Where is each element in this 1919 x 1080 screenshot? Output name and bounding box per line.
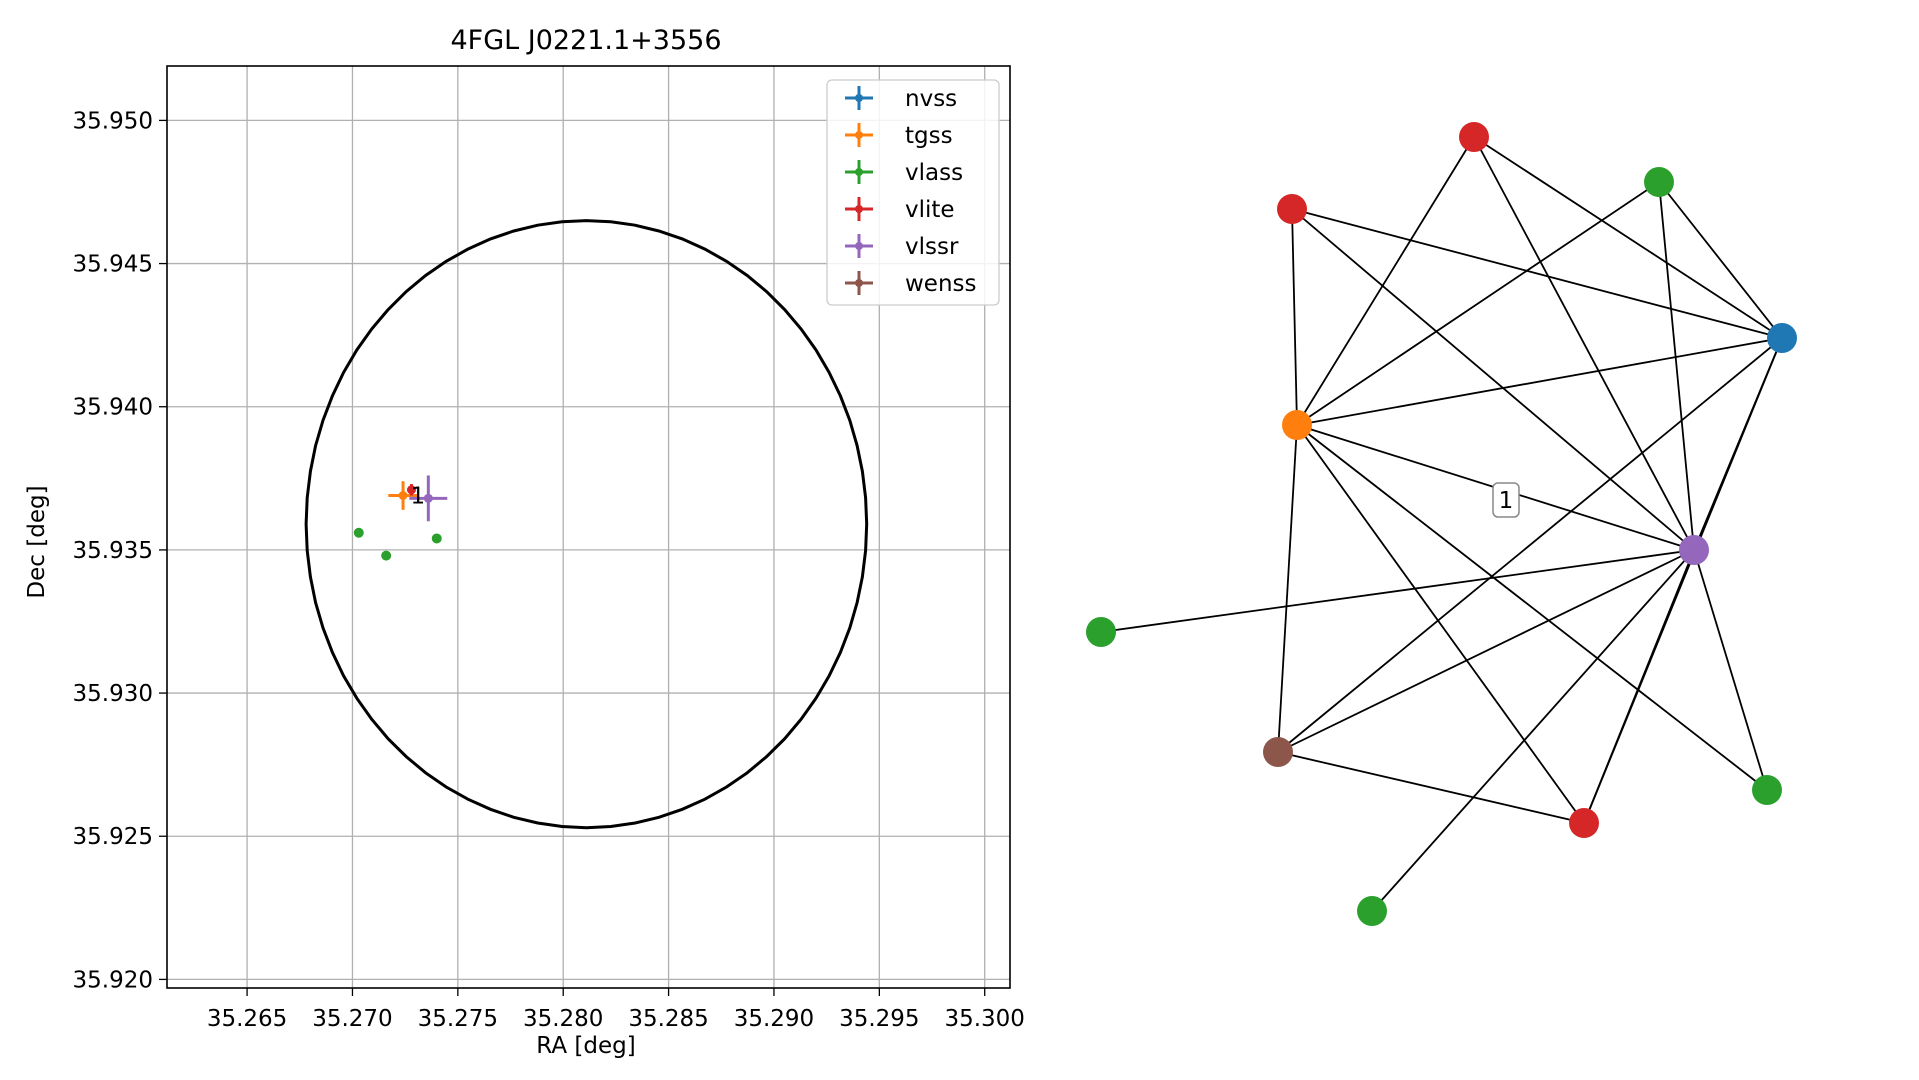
- network-edge: [1473, 136, 1695, 551]
- x-axis-label: RA [deg]: [536, 1033, 635, 1059]
- network-node: [1357, 896, 1387, 926]
- axes-frame: [166, 65, 1011, 989]
- vlass-point: [431, 533, 442, 544]
- network-node: [1569, 808, 1599, 838]
- network-panel: 1: [1086, 122, 1797, 926]
- network-label-box: [1492, 482, 1520, 518]
- tgss-point: [398, 491, 408, 501]
- node-label-layer: 1: [1492, 482, 1520, 518]
- network-edge: [1291, 208, 1298, 426]
- network-edge: [1296, 424, 1768, 791]
- network-node: [1459, 122, 1489, 152]
- network-node: [1767, 323, 1797, 353]
- vlass-point: [353, 527, 364, 538]
- scatter-panel: 1 35.265 35.270 35.275 35.280 35.285 35.290 35…: [24, 25, 1025, 1059]
- network-edge: [1473, 136, 1783, 339]
- legend-swatch-dot: [855, 94, 863, 102]
- x-tick-label: 35.285: [628, 1006, 708, 1032]
- x-tick-label: 35.280: [523, 1006, 603, 1032]
- x-tick-label: 35.270: [312, 1006, 392, 1032]
- network-edge: [1583, 549, 1695, 824]
- x-tick-label: 35.265: [207, 1006, 287, 1032]
- network-edge: [1296, 136, 1475, 426]
- network-edge: [1371, 549, 1695, 912]
- legend-label-nvss: nvss: [905, 86, 957, 112]
- network-edge: [1296, 337, 1783, 426]
- y-tick-label: 35.930: [73, 681, 153, 707]
- network-edge: [1291, 208, 1695, 551]
- network-edge: [1277, 424, 1298, 753]
- x-tick-label: 35.300: [944, 1006, 1024, 1032]
- candidate-label: 1: [410, 484, 425, 510]
- network-edge: [1296, 181, 1660, 426]
- y-tick-label: 35.925: [73, 824, 153, 850]
- network-node: [1086, 617, 1116, 647]
- edge-layer: [1100, 136, 1783, 912]
- network-edge: [1277, 751, 1585, 824]
- network-edge: [1658, 181, 1695, 551]
- x-tick-label: 35.290: [734, 1006, 814, 1032]
- y-tick-label: 35.945: [73, 252, 153, 278]
- marks-layer: 1: [353, 475, 448, 561]
- y-tick-label: 35.920: [73, 967, 153, 993]
- x-tick-label: 35.295: [839, 1006, 919, 1032]
- node-layer: [1086, 122, 1797, 926]
- network-edge: [1277, 549, 1695, 753]
- y-tick-label: 35.940: [73, 395, 153, 421]
- legend-swatch-dot: [855, 205, 863, 213]
- tick-layer: 35.265 35.270 35.275 35.280 35.285 35.290 35.2…: [73, 108, 1025, 1032]
- network-edge: [1658, 181, 1783, 339]
- vlite-point: [406, 485, 416, 495]
- vlssr-point: [423, 493, 433, 503]
- network-node: [1263, 737, 1293, 767]
- network-node: [1282, 410, 1312, 440]
- network-edge: [1277, 337, 1783, 753]
- y-tick-label: 35.950: [73, 108, 153, 134]
- network-edge: [1100, 549, 1695, 633]
- vlass-point: [381, 550, 392, 561]
- y-tick-label: 35.935: [73, 538, 153, 564]
- legend-label-wenss: wenss: [905, 271, 977, 297]
- legend: nvss tgss vlass vlite vlssr wenss: [826, 79, 1000, 306]
- legend-label-vlass: vlass: [905, 160, 963, 186]
- network-edge: [1291, 208, 1783, 339]
- network-edge: [1693, 549, 1768, 791]
- chart-title: 4FGL J0221.1+3556: [450, 25, 721, 56]
- network-node: [1277, 194, 1307, 224]
- uncertainty-ellipse: [304, 219, 869, 830]
- y-axis-label: Dec [deg]: [24, 485, 50, 598]
- network-node: [1752, 775, 1782, 805]
- network-label: 1: [1499, 488, 1514, 514]
- legend-swatch-dot: [855, 279, 863, 287]
- x-tick-label: 35.275: [418, 1006, 498, 1032]
- legend-label-tgss: tgss: [905, 123, 953, 149]
- legend-label-vlite: vlite: [905, 197, 955, 223]
- network-node: [1679, 535, 1709, 565]
- network-node: [1644, 167, 1674, 197]
- legend-swatch-dot: [855, 168, 863, 176]
- network-edge: [1296, 424, 1585, 824]
- legend-label-vlssr: vlssr: [905, 234, 959, 260]
- legend-swatch-dot: [855, 242, 863, 250]
- legend-swatch-dot: [855, 131, 863, 139]
